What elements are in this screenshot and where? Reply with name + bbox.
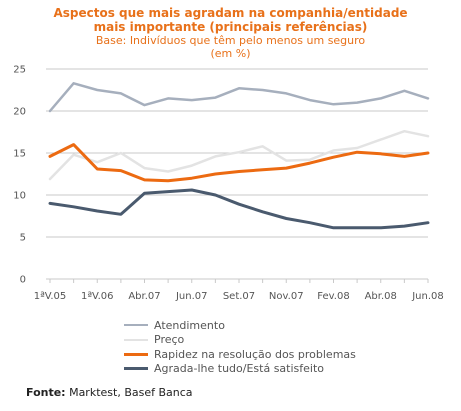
chart-subtitle-base: Base: Indivíduos que têm pelo menos um s… [95,34,366,47]
legend-item-atendimento: Atendimento [124,318,356,333]
legend-label: Agrada-lhe tudo/Está satisfeito [154,362,325,376]
source-note: Fonte: Marktest, Basef Banca [26,386,193,399]
y-tick-label: 20 [13,107,26,118]
legend-label: Rapidez na resolução dos problemas [154,347,356,361]
legend-swatch [124,367,148,371]
legend-label: Preço [154,333,185,347]
series-line-preco [48,129,430,181]
axis-layer: 0 5 10 15 20 25 1ªV.05 1ªV.06 Abr.07 Jun.07 Set.07… [13,65,444,303]
x-tick-label: Nov.07 [269,291,304,302]
x-tick-label: Set.07 [223,291,255,302]
legend-item-rapidez: Rapidez na resolução dos problemas [124,347,356,362]
legend-label: Atendimento [154,318,225,332]
x-tick-label: Jun.07 [175,291,208,302]
legend-swatch [124,324,148,327]
y-tick-label: 10 [13,191,26,202]
legend-swatch [124,352,148,356]
chart-header: Aspectos que mais agradam na companhia/e… [0,6,461,60]
x-tick-label: Fev.08 [317,291,349,302]
x-tick-label: Abr.08 [365,291,397,302]
y-tick-label: 25 [13,65,26,76]
legend-item-agrada: Agrada-lhe tudo/Está satisfeito [124,362,356,377]
source-label: Fonte: [26,386,66,399]
x-tick-label: Jun.08 [411,291,444,302]
x-tick-label: Abr.07 [128,291,160,302]
x-tick-label: 1ªV.06 [81,291,114,302]
y-tick-label: 15 [13,149,26,160]
chart-title: Aspectos que mais agradam na companhia/e… [53,6,408,34]
series-layer [48,82,430,230]
x-tick-label: 1ªV.05 [34,291,67,302]
y-tick-label: 5 [20,233,26,244]
legend-swatch [124,338,148,341]
series-line-agrada [48,188,430,230]
series-line-rapidez [48,143,430,183]
chart-legend: Atendimento Preço Rapidez na resolução dos… [124,318,356,376]
y-tick-label: 0 [20,275,26,286]
chart-subtitle-unit: (em %) [210,47,251,60]
source-text: Marktest, Basef Banca [65,386,193,399]
legend-item-preco: Preço [124,333,356,348]
series-line-atendimento [48,82,430,113]
